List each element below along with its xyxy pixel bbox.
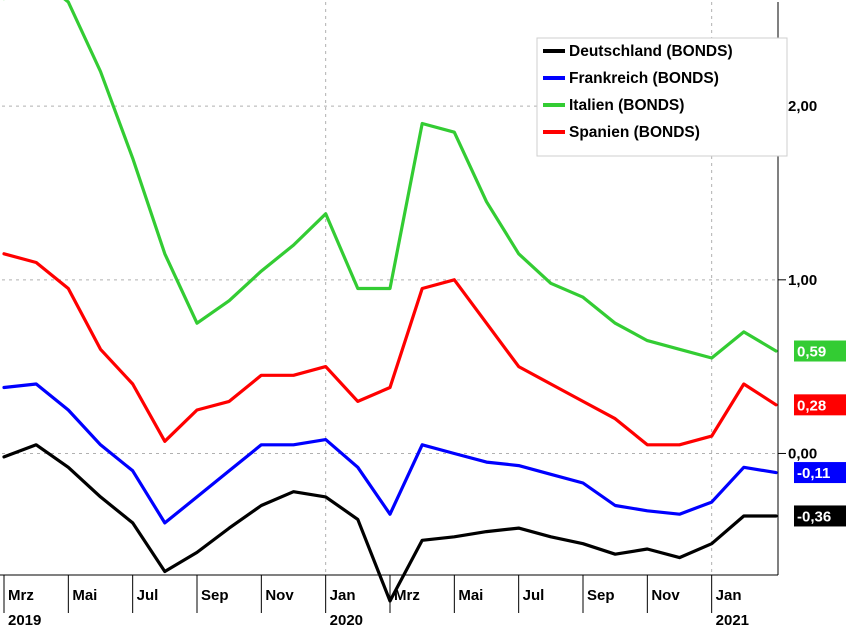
x-tick-label: Mrz	[8, 587, 34, 604]
y-tick-label: 2,00	[788, 98, 817, 115]
x-tick-label: Sep	[587, 587, 615, 604]
x-tick-label: Nov	[265, 587, 294, 604]
end-badge	[794, 340, 846, 362]
x-year-label: 2019	[8, 612, 41, 629]
x-tick-label: Jan	[330, 587, 356, 604]
x-year-label: 2020	[330, 612, 363, 629]
x-tick-label: Mai	[72, 587, 97, 604]
end-badge-label: -0,36	[797, 508, 831, 525]
x-tick-label: Mrz	[394, 587, 420, 604]
legend-label: Frankreich (BONDS)	[569, 70, 719, 87]
series-line-1	[2, 382, 778, 525]
legend-label: Spanien (BONDS)	[569, 124, 700, 141]
series-line-2	[3, 0, 778, 360]
y-tick-label: 0,00	[788, 445, 817, 462]
end-badge	[794, 505, 846, 527]
legend-box	[536, 37, 788, 157]
x-tick-label: Mai	[458, 587, 483, 604]
legend-label: Italien (BONDS)	[569, 97, 684, 114]
end-badge-label: -0,11	[797, 465, 830, 482]
end-value-badges: -0,36 -0,11 0,59 0,28	[794, 340, 846, 527]
end-badge	[794, 462, 846, 484]
x-year-label: 2021	[716, 612, 749, 629]
legend: Deutschland (BONDS) Frankreich (BONDS) Ita…	[536, 37, 788, 157]
x-tick-label: Jul	[137, 587, 159, 604]
series-layer	[2, 0, 778, 603]
end-badge-label: 0,59	[797, 344, 826, 361]
series-line-0	[2, 443, 778, 603]
series-line-3	[2, 252, 778, 447]
x-tick-label: Jan	[716, 587, 742, 604]
end-badge	[794, 394, 846, 416]
x-tick-label: Nov	[651, 587, 680, 604]
x-tick-label: Jul	[523, 587, 545, 604]
x-tick-label: Sep	[201, 587, 229, 604]
legend-label: Deutschland (BONDS)	[569, 43, 733, 60]
end-badge-label: 0,28	[797, 397, 826, 414]
y-tick-label: 1,00	[788, 272, 817, 289]
